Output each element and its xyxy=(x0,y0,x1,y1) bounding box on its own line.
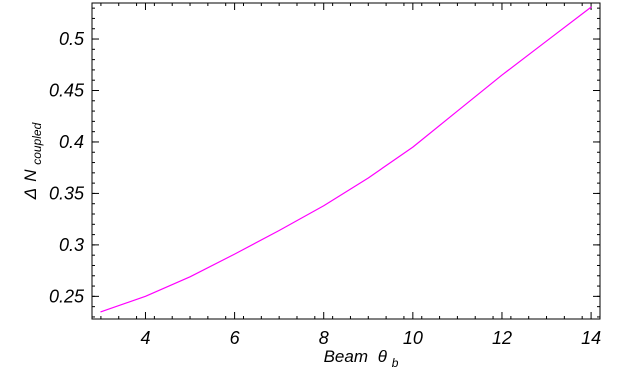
y-tick-label: 0.3 xyxy=(59,235,84,255)
minor-ticks xyxy=(92,3,600,319)
series-layer xyxy=(100,6,592,313)
x-tick-labels: 4 6 8 10 12 14 xyxy=(140,328,601,348)
x-axis-label: Beam θ b xyxy=(324,347,399,370)
x-tick-label: 14 xyxy=(581,328,601,348)
y-tick-label: 0.45 xyxy=(49,80,85,100)
x-tick-label: 6 xyxy=(230,328,241,348)
x-tick-label: 4 xyxy=(140,328,150,348)
y-tick-label: 0.35 xyxy=(49,183,85,203)
y-tick-labels: 0.25 0.3 0.35 0.4 0.45 0.5 xyxy=(49,29,85,306)
y-axis-label: Δ N coupled xyxy=(21,122,44,200)
series-line-1 xyxy=(100,6,592,313)
x-tick-label: 10 xyxy=(403,328,423,348)
major-ticks xyxy=(92,3,600,319)
x-tick-label: 8 xyxy=(319,328,329,348)
plot-frame xyxy=(91,2,601,320)
y-tick-label: 0.5 xyxy=(59,29,85,49)
x-tick-label: 12 xyxy=(492,328,512,348)
y-tick-label: 0.25 xyxy=(49,286,85,306)
y-tick-label: 0.4 xyxy=(59,132,84,152)
